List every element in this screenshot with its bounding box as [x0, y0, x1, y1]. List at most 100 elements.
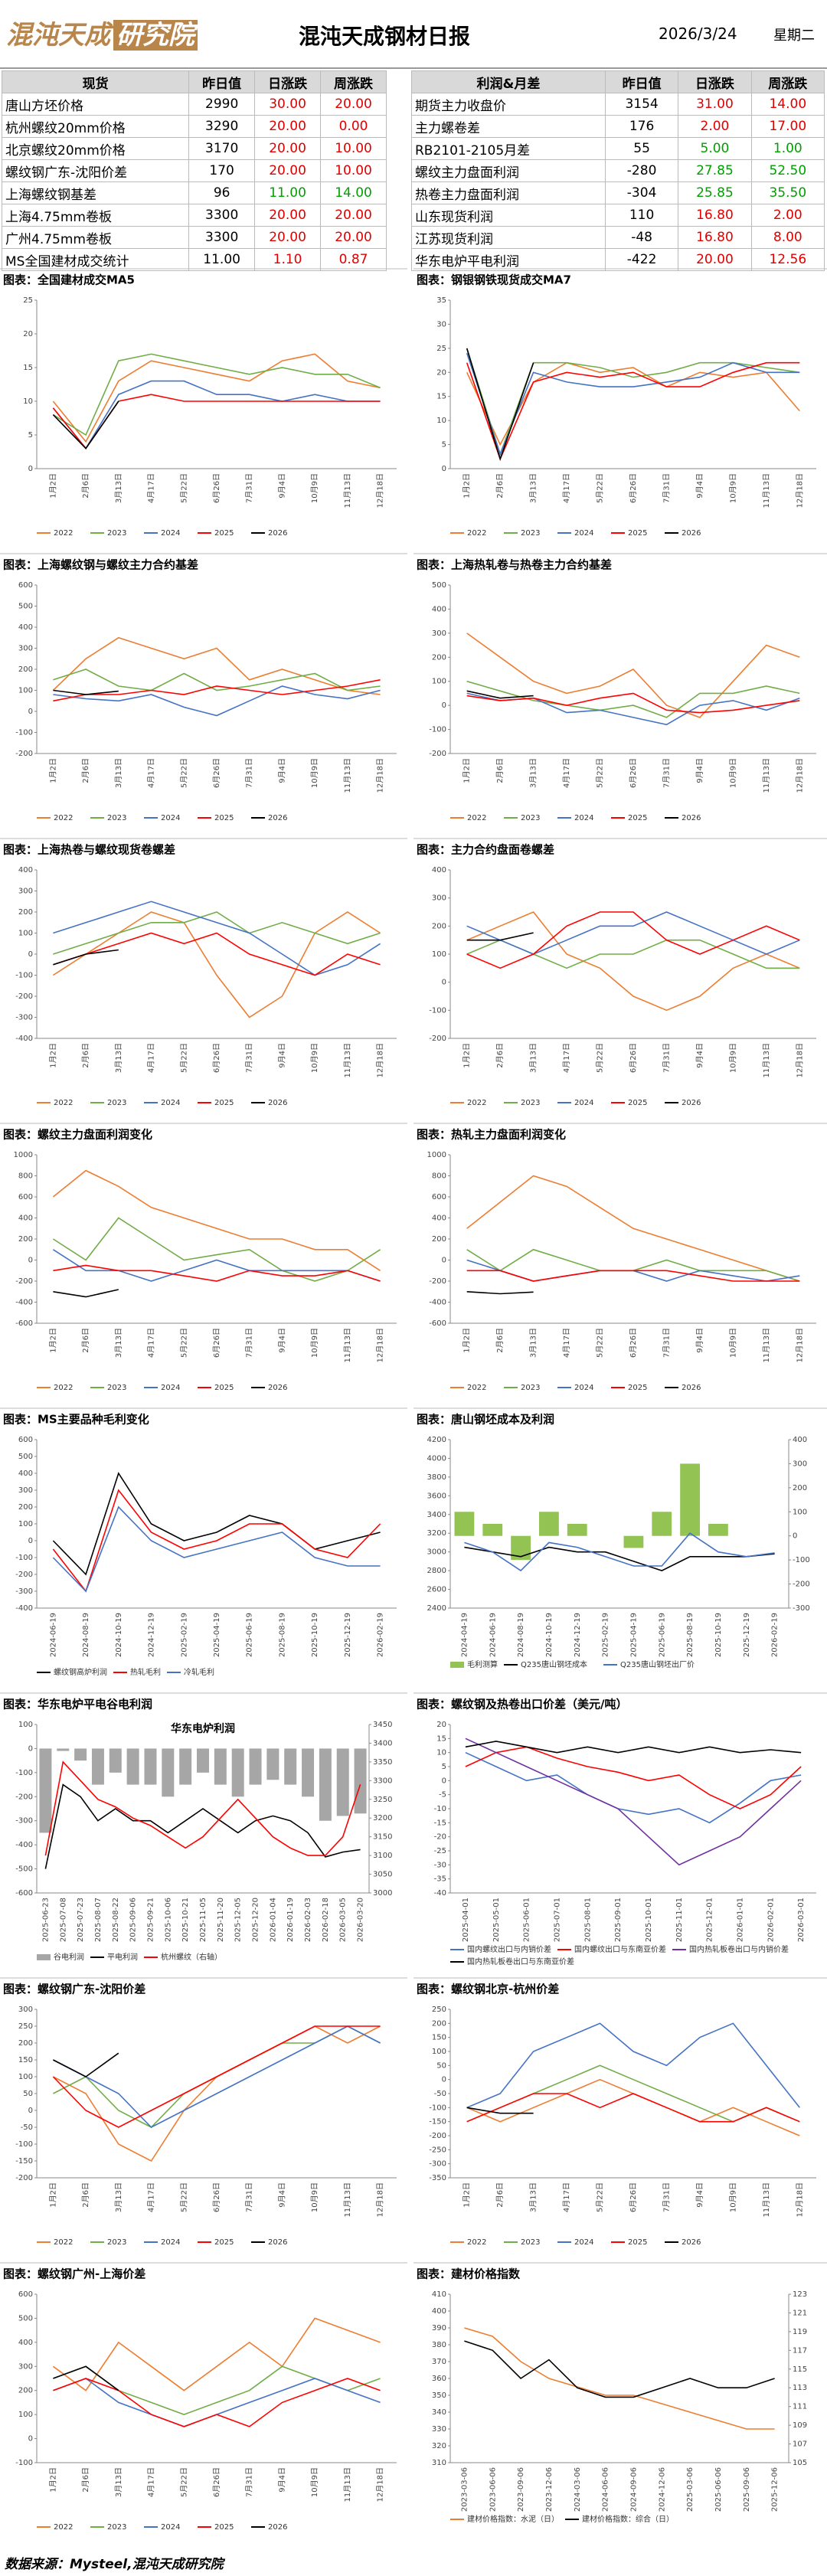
panel-title: 图表：华东电炉平电谷电利润: [3, 1698, 152, 1711]
x-tick-label: 11月13日: [343, 473, 352, 508]
legend-label: 2025: [214, 1384, 234, 1392]
table-row: 期货主力收盘价 3154 31.00 14.00: [411, 93, 825, 116]
legend-label: 2026: [682, 2238, 701, 2247]
legend-label: 2022: [54, 529, 73, 538]
x-tick-label: 2025-07-08: [59, 1898, 67, 1942]
x-tick-label: 2025-10-06: [164, 1898, 172, 1942]
legend-label: 2024: [574, 1099, 593, 1107]
x-tick-label: 2025-02-19: [602, 1613, 610, 1657]
cell: 25.85: [678, 181, 752, 204]
x-tick-label: 5月22日: [179, 2467, 188, 2497]
x-tick-label: 6月26日: [212, 473, 221, 503]
y-tick-label: 20: [436, 368, 446, 377]
x-tick-label: 12月18日: [795, 473, 804, 508]
legend-label: 2023: [107, 814, 126, 822]
y-tick-label: 300: [18, 1486, 33, 1495]
cell: 8.00: [750, 226, 825, 249]
y-tick-label: 2800: [427, 1567, 446, 1575]
x-tick-label: 7月31日: [245, 2182, 254, 2212]
x-tick-label: 11月13日: [762, 1043, 771, 1077]
column-header: 周涨跌: [750, 70, 825, 93]
y-tick-label: -200: [429, 2132, 446, 2140]
x-tick-label: 1月2日: [48, 2182, 57, 2208]
panel-title: 图表：上海螺纹钢与螺纹主力合约基差: [3, 558, 198, 572]
legend-label: 国内热轧板卷出口与东南亚价差: [467, 1957, 574, 1966]
y2-tick-label: 3250: [373, 1796, 392, 1804]
series-line: [466, 361, 800, 461]
x-tick-label: 5月22日: [179, 1043, 188, 1073]
y-tick-label: -200: [15, 1571, 33, 1579]
x-tick-label: 7月31日: [245, 1328, 254, 1358]
x-tick-label: 10月9日: [310, 758, 319, 788]
legend-label: 2025: [214, 2523, 234, 2532]
y2-tick-label: 3150: [373, 1833, 392, 1842]
bar: [482, 1524, 503, 1536]
y-tick-label: 500: [18, 1453, 33, 1461]
x-tick-label: 2026-02-18: [322, 1898, 330, 1942]
x-tick-label: 6月26日: [629, 1043, 638, 1073]
x-tick-label: 6月26日: [212, 1328, 221, 1358]
panel-title: 图表：热轧主力盘面利润变化: [417, 1128, 566, 1142]
cell: 170: [188, 159, 256, 182]
legend-label: 2022: [54, 814, 73, 822]
cell: 14.00: [750, 93, 825, 116]
y-tick-label: 400: [18, 1214, 33, 1223]
y-tick-label: 0: [442, 979, 446, 987]
x-tick-label: 3月13日: [529, 473, 538, 503]
y-tick-label: 400: [18, 623, 33, 632]
y2-tick-label: 3300: [373, 1777, 392, 1785]
panel-title: 图表：主力合约盘面卷螺差: [417, 843, 554, 857]
panel-title: 图表：螺纹钢广东-沈阳价差: [3, 1983, 145, 1996]
y-tick-label: -400: [15, 1604, 33, 1613]
x-tick-label: 2025-10-01: [645, 1898, 653, 1942]
y-tick-label: 400: [18, 1469, 33, 1478]
x-tick-label: 7月31日: [245, 758, 254, 788]
y2-tick-label: 117: [793, 2346, 807, 2355]
x-tick-label: 10月9日: [728, 2182, 737, 2212]
x-tick-label: 3月13日: [114, 1328, 123, 1358]
y2-tick-label: 113: [793, 2384, 807, 2392]
bar: [197, 1748, 209, 1773]
y-tick-label: 0: [442, 701, 446, 710]
y-tick-label: -15: [434, 1819, 446, 1827]
y-tick-label: 600: [18, 581, 33, 590]
series-line: [466, 1270, 800, 1282]
y-tick-label: 3600: [427, 1492, 446, 1500]
row-label: 螺纹主力盘面利润: [411, 159, 606, 182]
column-header: 现货: [1, 70, 190, 93]
x-tick-label: 2025-09-06: [129, 1898, 138, 1942]
y-tick-label: 300: [18, 645, 33, 653]
cell: 2.00: [678, 115, 752, 138]
y-tick-label: 100: [18, 1520, 33, 1528]
y-tick-label: 150: [18, 2056, 33, 2064]
x-tick-label: 2026-01-19: [286, 1898, 295, 1942]
cell: 0.87: [320, 248, 387, 271]
x-tick-label: 1月2日: [463, 758, 472, 783]
table-row: 上海螺纹钢基差 96 11.00 14.00: [1, 181, 387, 204]
series-line: [52, 2025, 381, 2128]
y-tick-label: 0: [28, 1257, 33, 1265]
y-tick-label: 0: [442, 465, 446, 473]
y-tick-label: -150: [429, 2118, 446, 2127]
legend-label: 杭州螺纹（右轴）: [161, 1952, 222, 1962]
x-tick-label: 4月17日: [147, 473, 156, 503]
x-tick-label: 4月17日: [147, 758, 156, 788]
series-line: [52, 911, 381, 1018]
y-tick-label: 1000: [427, 1151, 446, 1159]
series-line: [53, 685, 381, 717]
x-tick-label: 1月2日: [463, 1043, 472, 1068]
table-row: 山东现货利润 110 16.80 2.00: [411, 204, 825, 227]
x-tick-label: 12月18日: [795, 1328, 804, 1362]
y-tick-label: -400: [15, 1841, 33, 1849]
bar: [57, 1748, 70, 1751]
legend-label: 2025: [214, 1099, 234, 1107]
series-line: [52, 1489, 381, 1593]
x-tick-label: 2025-08-19: [686, 1613, 695, 1657]
series-line: [466, 692, 800, 714]
y-tick-label: -200: [429, 1035, 446, 1043]
cell: 20.00: [320, 93, 387, 116]
y2-tick-label: 115: [793, 2365, 807, 2374]
y-tick-label: 2400: [427, 1604, 446, 1613]
cell: 16.80: [678, 226, 752, 249]
y2-tick-label: 119: [793, 2328, 807, 2336]
